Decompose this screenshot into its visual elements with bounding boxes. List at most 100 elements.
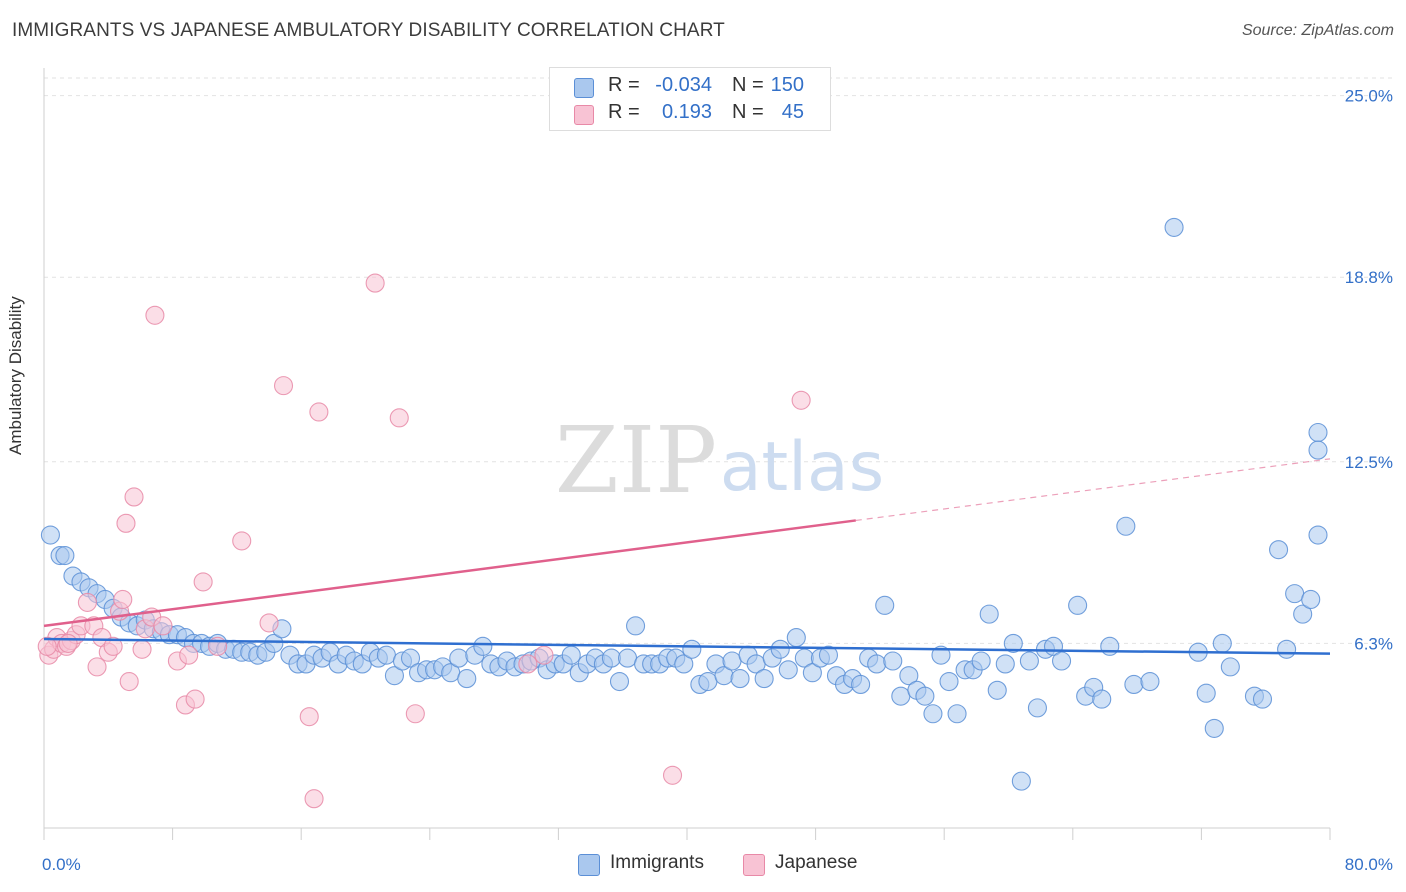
data-point [915,686,935,706]
data-point [185,689,205,709]
data-point [1308,525,1328,545]
japanese-legend-swatch [743,854,765,876]
data-point [116,513,136,533]
immigrants-legend-swatch [578,854,600,876]
y-tick-label: 25.0% [1345,87,1393,106]
data-point [791,390,811,410]
data-point [995,654,1015,674]
data-point [626,616,646,636]
data-point [802,663,822,683]
data-point [1285,584,1305,604]
data-point [722,651,742,671]
data-point [259,613,279,633]
data-point [132,639,152,659]
data-point [304,789,324,809]
data-point [987,680,1007,700]
data-point [1293,604,1313,624]
data-point [770,639,790,659]
data-point [1252,689,1273,709]
data-point [309,402,329,422]
data-point [232,531,252,551]
r-label: R = [608,74,640,96]
r-value: -0.034 [655,74,712,96]
data-point [1301,589,1321,610]
data-point [449,648,469,668]
data-point [113,589,133,610]
data-point [674,654,694,674]
data-point [601,648,621,668]
data-point [518,654,538,674]
data-point [1051,651,1072,671]
tick-labels: 6.3% 12.5% 18.8% 25.0% 0.0% 80.0% [42,87,1393,874]
immigrants-trend-line [43,637,1331,655]
legend-label: Japanese [775,852,858,873]
data-point [273,376,294,396]
data-point [119,671,139,692]
data-point [698,671,718,692]
watermark-atlas: atlas [720,428,884,507]
x-tick-label: 80.0% [1345,855,1393,874]
data-point [405,704,425,724]
data-point [1277,639,1297,659]
data-point [891,686,911,706]
data-point [609,671,630,692]
data-point [971,651,991,671]
data-point [617,648,638,668]
data-point [264,633,284,653]
data-point [1220,657,1240,677]
data-point [58,633,78,653]
legend-label: Immigrants [610,852,704,873]
data-point [851,674,871,694]
data-point [457,669,477,689]
data-point [77,592,97,612]
data-point [1100,636,1120,656]
data-point [1140,671,1160,692]
data-point [730,669,750,689]
data-point [1164,217,1184,237]
data-point [389,408,409,428]
data-point [365,273,385,293]
data-point [947,704,967,724]
data-point [55,545,75,566]
data-point [979,604,999,624]
data-point [1027,698,1047,718]
data-point [145,305,165,325]
data-point [1019,651,1039,671]
source-label: Source: ZipAtlas.com [1241,22,1394,39]
data-point [931,645,951,665]
japanese-swatch [574,105,594,125]
data-point [1204,718,1224,738]
stats-box: R = -0.034 N = 150 R = 0.193 N = 45 [549,67,831,131]
data-point [1212,633,1232,653]
x-tick-label: 0.0% [42,855,81,874]
n-value: 45 [781,101,804,123]
watermark-zip: ZIP [555,407,717,514]
r-value: 0.193 [661,101,712,123]
data-point [1308,422,1328,443]
data-point [1196,683,1216,703]
data-point [778,660,798,680]
data-point [193,572,213,592]
y-tick-label: 6.3% [1354,634,1393,653]
data-point [384,666,404,686]
data-point [179,645,199,665]
japanese-points [37,273,811,809]
data-point [153,616,173,636]
n-value: 150 [770,74,804,96]
data-point [1092,689,1112,709]
data-point [40,525,60,545]
data-point [1124,674,1144,694]
chart-title: IMMIGRANTS VS JAPANESE AMBULATORY DISABI… [12,20,725,41]
n-label: N = [732,74,764,96]
axes [43,68,1331,840]
data-point [662,765,683,785]
data-point [400,648,421,668]
data-point [1116,516,1136,536]
data-point [1003,633,1023,653]
n-label: N = [732,101,764,123]
data-point [786,628,806,648]
gridlines [44,77,1394,644]
data-point [1068,595,1088,615]
data-point [939,671,959,692]
data-point [103,636,123,656]
